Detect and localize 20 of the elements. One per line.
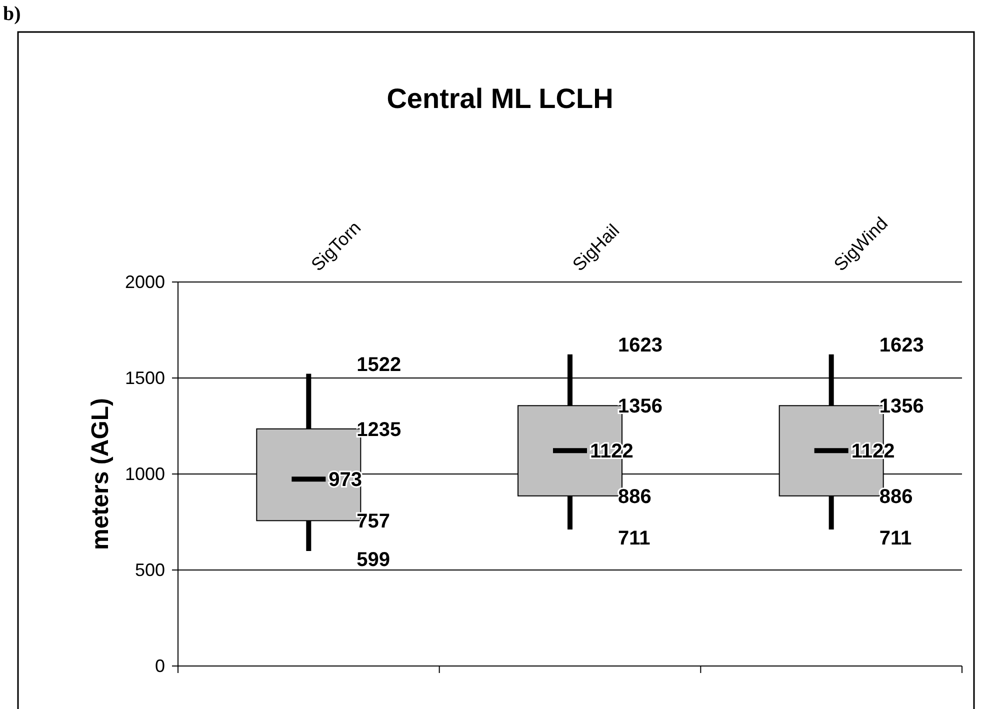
y-tick-label: 2000: [124, 272, 165, 292]
y-tick-label: 1500: [124, 368, 165, 388]
y-tick-label: 500: [134, 560, 165, 580]
annotation: 1623: [618, 334, 662, 356]
annotation: 1522: [356, 354, 402, 376]
annotation: 711: [879, 527, 912, 550]
annotation: 599: [356, 548, 390, 571]
annotation: 1356: [879, 396, 924, 418]
annotation: 1356: [618, 396, 662, 418]
annotation: 711: [618, 527, 650, 550]
y-axis-title: meters (AGL): [87, 398, 114, 550]
annotation: 886: [618, 486, 652, 508]
annotation: 1235: [356, 418, 402, 441]
text: b): [3, 3, 21, 25]
y-tick-label: 1000: [124, 464, 165, 484]
y-tick-label: 0: [154, 656, 165, 676]
annotation: 1623: [879, 334, 924, 356]
chart-title: Central ML LCLH: [386, 83, 614, 114]
annotation: 886: [879, 486, 913, 508]
annotation: 757: [356, 510, 390, 533]
